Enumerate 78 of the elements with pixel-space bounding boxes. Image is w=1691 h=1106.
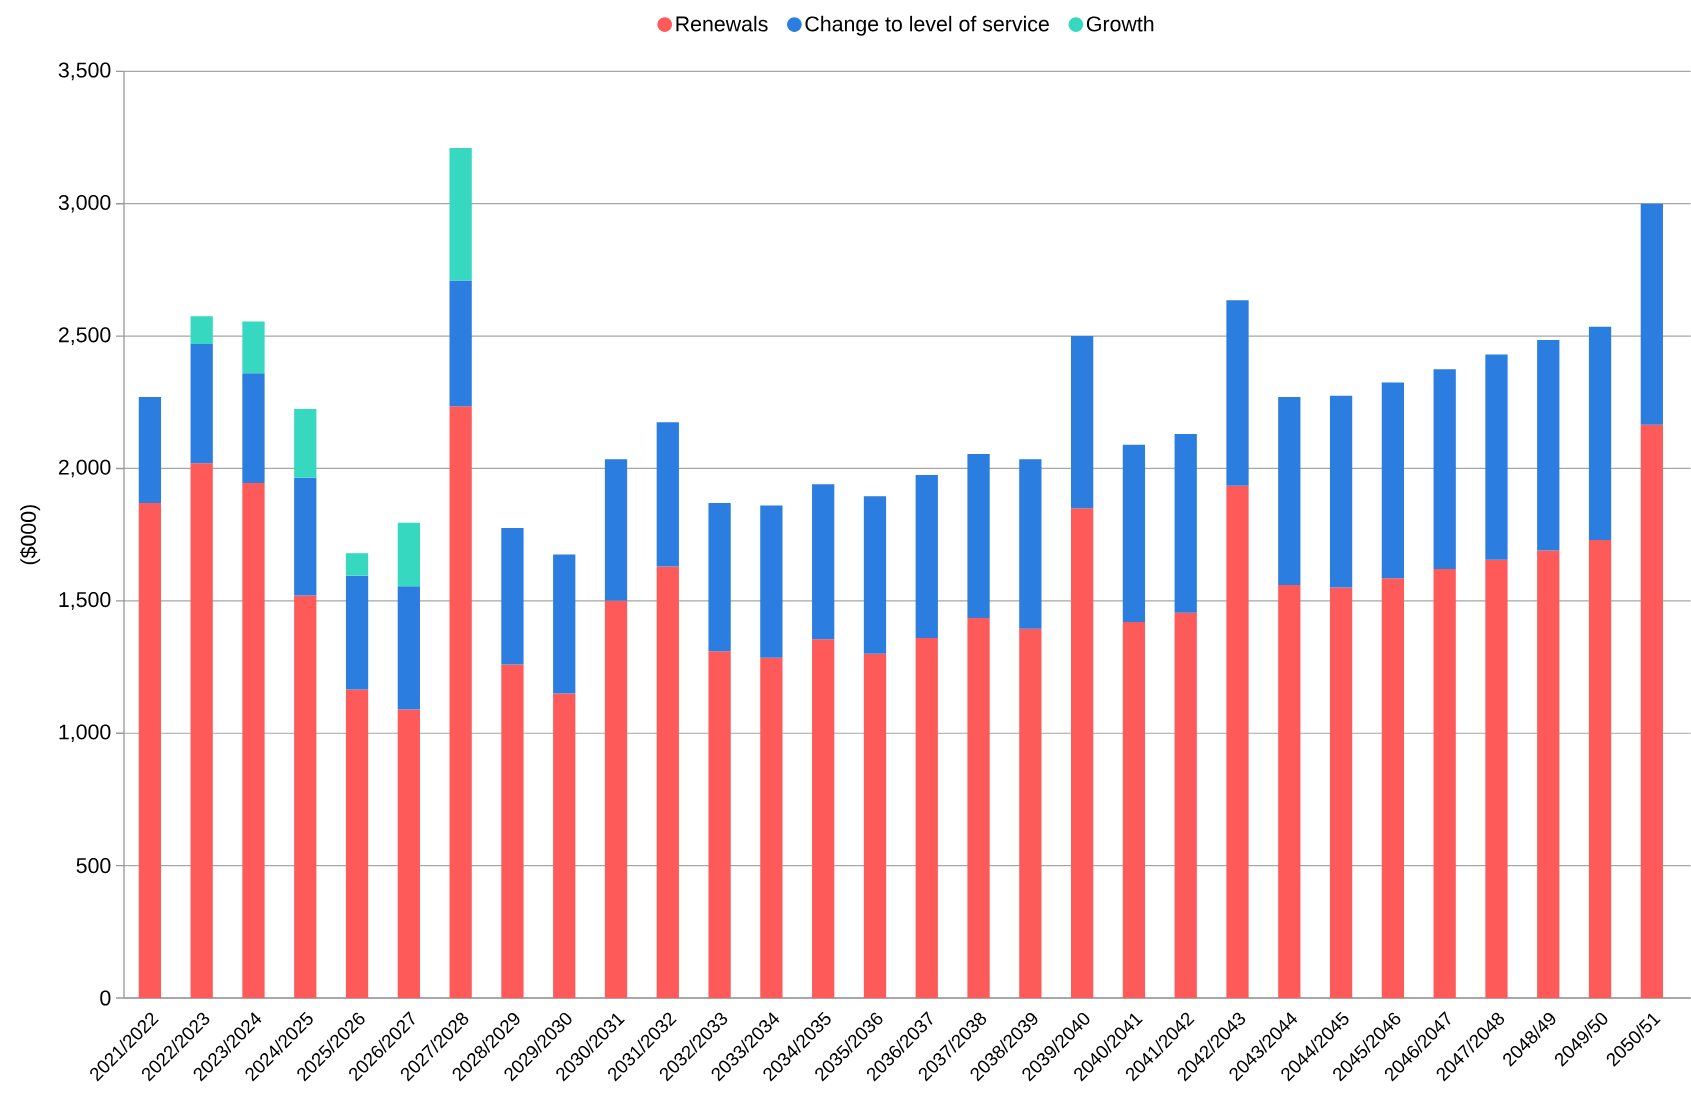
bar (449, 148, 472, 281)
bar (1226, 300, 1249, 486)
bar (397, 522, 420, 587)
bar (345, 575, 369, 690)
bar (345, 553, 369, 576)
legend-label: Growth (1086, 15, 1154, 32)
bar (760, 657, 783, 998)
bar (553, 693, 576, 998)
bar (1071, 508, 1094, 998)
y-tick-label: 1,000 (59, 724, 111, 743)
bar (812, 484, 835, 640)
bar (1381, 578, 1405, 998)
bar (501, 528, 524, 665)
bar (242, 321, 265, 374)
y-axis-title: ($000) (19, 505, 41, 565)
y-tick-label: 3,000 (58, 194, 111, 213)
bar (242, 373, 265, 484)
bar (1122, 622, 1146, 998)
bar (863, 496, 887, 654)
bar (397, 709, 420, 998)
bar (604, 459, 628, 601)
bar (1433, 369, 1456, 570)
bar (1485, 559, 1508, 998)
bar (1019, 628, 1042, 998)
y-tick-label: 2,500 (58, 327, 111, 345)
y-tick-label: 2,000 (58, 459, 111, 478)
y-tick-label: 0 (100, 990, 111, 1006)
bar (1122, 444, 1146, 623)
legend-label: Renewals (676, 15, 768, 32)
bar (190, 463, 213, 998)
bar (1174, 434, 1197, 613)
bar (138, 502, 162, 998)
bar (1433, 569, 1456, 998)
y-tick-label: 500 (76, 858, 111, 874)
bar (1640, 424, 1663, 998)
bar (967, 453, 990, 619)
bar (656, 566, 679, 998)
bar (397, 586, 420, 710)
bar (1329, 587, 1353, 998)
bar (190, 344, 213, 464)
bar (967, 618, 990, 998)
legend-label: Change to level of service (805, 15, 1049, 36)
y-tick-label: 3,500 (58, 62, 111, 81)
bar (1640, 203, 1663, 425)
bar (138, 396, 162, 503)
bar (604, 600, 628, 998)
bar (708, 651, 731, 998)
bar (294, 595, 317, 998)
bar (501, 664, 524, 998)
bar (1537, 550, 1560, 998)
bar (1537, 340, 1560, 551)
y-tick-label: 1,500 (59, 592, 111, 610)
bar (190, 316, 213, 345)
bar (656, 422, 679, 567)
bar (1174, 612, 1197, 998)
bar (1226, 485, 1249, 998)
bar (1019, 459, 1042, 629)
bar (915, 475, 938, 638)
bar (1588, 326, 1612, 540)
bar (1485, 354, 1508, 560)
bar (1278, 396, 1301, 585)
bar (449, 280, 472, 407)
bar (294, 408, 317, 478)
bar (812, 639, 835, 998)
bar (1588, 539, 1612, 998)
bar (449, 406, 472, 998)
bar (242, 483, 265, 998)
bar (553, 554, 576, 694)
bar (863, 653, 887, 998)
bar (708, 502, 731, 652)
bar (760, 505, 783, 658)
bar (294, 477, 317, 596)
bar (345, 689, 369, 998)
bar (1329, 395, 1353, 588)
bar (1071, 336, 1094, 509)
bar (1278, 584, 1301, 998)
bar (1381, 382, 1405, 579)
bar (915, 637, 938, 998)
